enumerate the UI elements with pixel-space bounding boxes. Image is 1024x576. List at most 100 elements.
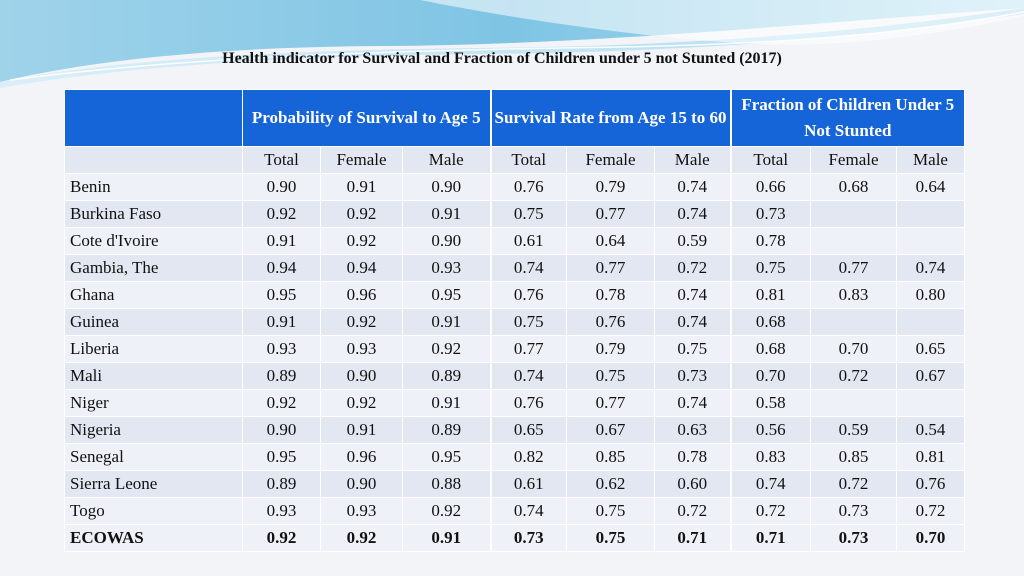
value-cell: 0.91 [402, 308, 492, 336]
value-cell: 0.78 [566, 281, 655, 309]
table-row: Senegal 0.95 0.96 0.95 0.82 0.85 0.78 0.83 0.85 0… [64, 443, 965, 471]
value-cell [810, 227, 897, 255]
table-row: Liberia 0.93 0.93 0.92 0.77 0.79 0.75 0.68 0.70 0… [64, 335, 965, 363]
total-row: ECOWAS 0.92 0.92 0.91 0.73 0.75 0.71 0.71 0.73 0.… [64, 524, 965, 552]
table-row: Gambia, The 0.94 0.94 0.93 0.74 0.77 0.72 0.75 0… [64, 254, 965, 282]
value-cell: 0.61 [490, 470, 567, 498]
value-cell: 0.71 [654, 524, 732, 552]
value-cell: 0.67 [896, 362, 965, 390]
page-title: Health indicator for Survival and Fracti… [222, 50, 782, 67]
table-row: Togo 0.93 0.93 0.92 0.74 0.75 0.72 0.72 0.73 0.72 [64, 497, 965, 525]
value-cell: 0.89 [402, 416, 492, 444]
table-row: Sierra Leone 0.89 0.90 0.88 0.61 0.62 0.60 0.74… [64, 470, 965, 498]
table-row: Guinea 0.91 0.92 0.91 0.75 0.76 0.74 0.68 [64, 308, 965, 336]
value-cell: 0.74 [490, 254, 567, 282]
subheader-cell: Female [810, 146, 897, 174]
value-cell: 0.92 [320, 524, 403, 552]
value-cell: 0.92 [242, 389, 321, 417]
value-cell: 0.89 [242, 362, 321, 390]
subheader-cell: Total [490, 146, 567, 174]
subheader-cell: Female [566, 146, 655, 174]
value-cell: 0.91 [402, 524, 492, 552]
decorative-swoosh [0, 0, 1024, 88]
corner-header-cell [64, 89, 243, 147]
value-cell: 0.74 [730, 470, 811, 498]
value-cell: 0.67 [566, 416, 655, 444]
value-cell: 0.72 [730, 497, 811, 525]
value-cell: 0.91 [320, 416, 403, 444]
value-cell: 0.89 [242, 470, 321, 498]
value-cell: 0.92 [242, 524, 321, 552]
country-name-cell: Mali [64, 362, 243, 390]
value-cell: 0.74 [654, 281, 732, 309]
value-cell: 0.72 [654, 497, 732, 525]
value-cell: 0.95 [242, 281, 321, 309]
country-name-cell: ECOWAS [64, 524, 243, 552]
value-cell: 0.74 [654, 173, 732, 201]
value-cell: 0.76 [566, 308, 655, 336]
health-indicator-table: Probability of Survival to Age 5 Surviva… [64, 89, 965, 552]
value-cell: 0.77 [566, 389, 655, 417]
value-cell: 0.93 [402, 254, 492, 282]
value-cell: 0.72 [654, 254, 732, 282]
value-cell: 0.76 [490, 173, 567, 201]
value-cell: 0.79 [566, 335, 655, 363]
value-cell: 0.74 [490, 362, 567, 390]
value-cell: 0.74 [654, 200, 732, 228]
value-cell: 0.91 [320, 173, 403, 201]
value-cell [896, 200, 965, 228]
country-name-cell: Burkina Faso [64, 200, 243, 228]
value-cell: 0.93 [242, 497, 321, 525]
group-header-survival-age5: Probability of Survival to Age 5 [242, 89, 492, 147]
country-name-cell: Guinea [64, 308, 243, 336]
value-cell: 0.75 [654, 335, 732, 363]
value-cell: 0.92 [320, 308, 403, 336]
value-cell: 0.83 [810, 281, 897, 309]
country-name-cell: Liberia [64, 335, 243, 363]
value-cell: 0.74 [896, 254, 965, 282]
value-cell: 0.95 [402, 443, 492, 471]
value-cell: 0.74 [490, 497, 567, 525]
value-cell: 0.61 [490, 227, 567, 255]
value-cell: 0.82 [490, 443, 567, 471]
value-cell: 0.65 [896, 335, 965, 363]
value-cell: 0.68 [730, 335, 811, 363]
country-name-cell: Gambia, The [64, 254, 243, 282]
value-cell [810, 200, 897, 228]
value-cell: 0.76 [490, 281, 567, 309]
value-cell: 0.94 [320, 254, 403, 282]
table-row: Niger 0.92 0.92 0.91 0.76 0.77 0.74 0.58 [64, 389, 965, 417]
value-cell: 0.74 [654, 308, 732, 336]
value-cell: 0.88 [402, 470, 492, 498]
table-body: Benin 0.90 0.91 0.90 0.76 0.79 0.74 0.66 0.68 0.6… [64, 173, 965, 552]
value-cell: 0.93 [320, 497, 403, 525]
value-cell [810, 308, 897, 336]
value-cell: 0.63 [654, 416, 732, 444]
value-cell: 0.77 [566, 200, 655, 228]
value-cell: 0.64 [896, 173, 965, 201]
subheader-blank [64, 146, 243, 174]
value-cell [810, 389, 897, 417]
value-cell: 0.72 [896, 497, 965, 525]
value-cell: 0.73 [654, 362, 732, 390]
table-row: Mali 0.89 0.90 0.89 0.74 0.75 0.73 0.70 0.72 0.67 [64, 362, 965, 390]
value-cell [896, 389, 965, 417]
value-cell: 0.93 [320, 335, 403, 363]
value-cell: 0.81 [730, 281, 811, 309]
value-cell: 0.73 [810, 497, 897, 525]
value-cell: 0.92 [320, 389, 403, 417]
value-cell: 0.66 [730, 173, 811, 201]
value-cell: 0.74 [654, 389, 732, 417]
value-cell: 0.77 [490, 335, 567, 363]
country-name-cell: Senegal [64, 443, 243, 471]
value-cell: 0.65 [490, 416, 567, 444]
value-cell: 0.90 [320, 470, 403, 498]
group-header-survival-15-60: Survival Rate from Age 15 to 60 [490, 89, 732, 147]
value-cell: 0.90 [242, 416, 321, 444]
value-cell: 0.77 [566, 254, 655, 282]
subheader-row: Total Female Male Total Female Male Tota… [64, 146, 965, 174]
value-cell: 0.92 [242, 200, 321, 228]
value-cell: 0.96 [320, 443, 403, 471]
country-name-cell: Nigeria [64, 416, 243, 444]
value-cell: 0.78 [654, 443, 732, 471]
